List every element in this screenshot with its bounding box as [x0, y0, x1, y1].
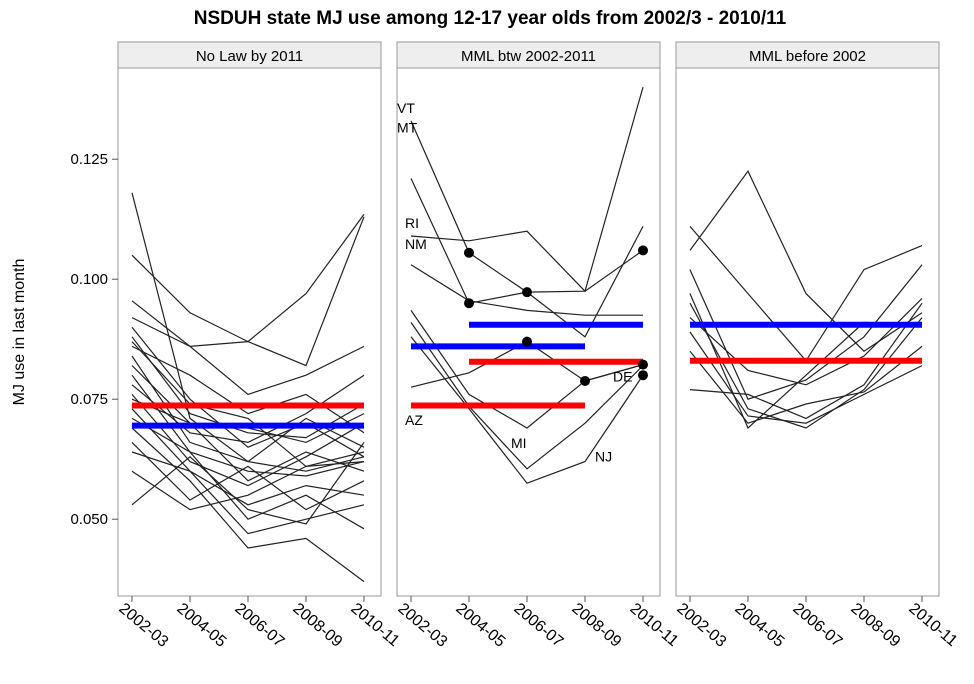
x-tick-label: 2010-11	[905, 600, 960, 650]
point	[580, 375, 590, 386]
x-tick-label: 2004-05	[173, 600, 229, 651]
series-line	[410, 264, 643, 316]
x-tick-label: 2010-11	[626, 600, 681, 650]
point	[464, 298, 474, 309]
series-line	[131, 427, 365, 583]
x-tick-label: 2010-11	[347, 600, 402, 650]
series-line	[410, 310, 644, 429]
series-line	[131, 326, 365, 458]
x-tick-label: 2008-09	[847, 600, 903, 651]
point	[522, 336, 532, 347]
y-tick-label: 0.050	[70, 511, 108, 528]
strip	[117, 41, 382, 69]
series-line	[131, 451, 365, 511]
series-line	[131, 374, 365, 444]
x-tick-label: 2006-07	[789, 600, 845, 651]
x-tick-label: 2002-03	[394, 600, 450, 651]
x-tick-label: 2004-05	[452, 600, 508, 651]
series-line	[131, 441, 365, 511]
series-line	[410, 230, 644, 292]
series-line	[131, 341, 365, 468]
y-tick-label: 0.075	[70, 391, 108, 408]
point	[638, 359, 648, 370]
series-line	[689, 345, 923, 424]
series-line	[131, 417, 365, 530]
series-line	[131, 451, 365, 535]
series-label: NM	[405, 236, 427, 252]
series-label: VT	[397, 100, 415, 116]
series-line	[689, 264, 923, 400]
x-tick-label: 2008-09	[568, 600, 624, 651]
y-axis-label: MJ use in last month	[11, 259, 28, 406]
series-label: MT	[397, 119, 418, 135]
series-line	[689, 297, 923, 386]
y-tick-label: 0.100	[70, 271, 108, 288]
series-line	[689, 170, 923, 352]
panel-frame	[117, 67, 382, 597]
chart-title: NSDUH state MJ use among 12-17 year olds…	[194, 8, 787, 29]
x-tick-label: 2006-07	[231, 600, 287, 651]
point	[522, 287, 532, 298]
series-label: NJ	[595, 449, 612, 465]
series-line	[131, 442, 365, 525]
x-tick-label: 2004-05	[731, 600, 787, 651]
y-tick-label: 0.125	[70, 151, 108, 168]
series-line	[131, 216, 365, 367]
series-line	[689, 331, 923, 424]
series-line	[410, 322, 644, 470]
series-line	[689, 302, 923, 429]
series-line	[689, 302, 923, 420]
strip-title: MML before 2002	[749, 48, 866, 65]
series-label: AZ	[405, 412, 423, 428]
point	[638, 370, 648, 381]
strip	[675, 41, 940, 69]
strip-title: No Law by 2011	[196, 48, 303, 65]
series-line	[131, 394, 365, 487]
series-label: RI	[405, 215, 419, 231]
strip-title: MML btw 2002-2011	[461, 48, 596, 65]
x-tick-label: 2002-03	[115, 600, 171, 651]
point	[464, 247, 474, 258]
panel-frame	[675, 67, 940, 597]
series-label: MI	[511, 435, 527, 451]
strip	[396, 41, 661, 69]
series-line	[131, 408, 365, 506]
x-tick-label: 2008-09	[289, 600, 345, 651]
series-label: DE	[613, 369, 632, 385]
x-tick-label: 2006-07	[510, 600, 566, 651]
point	[638, 245, 648, 256]
series-line	[131, 317, 365, 396]
x-tick-label: 2002-03	[673, 600, 729, 651]
panel-frame	[396, 67, 661, 597]
series-line	[410, 336, 644, 484]
